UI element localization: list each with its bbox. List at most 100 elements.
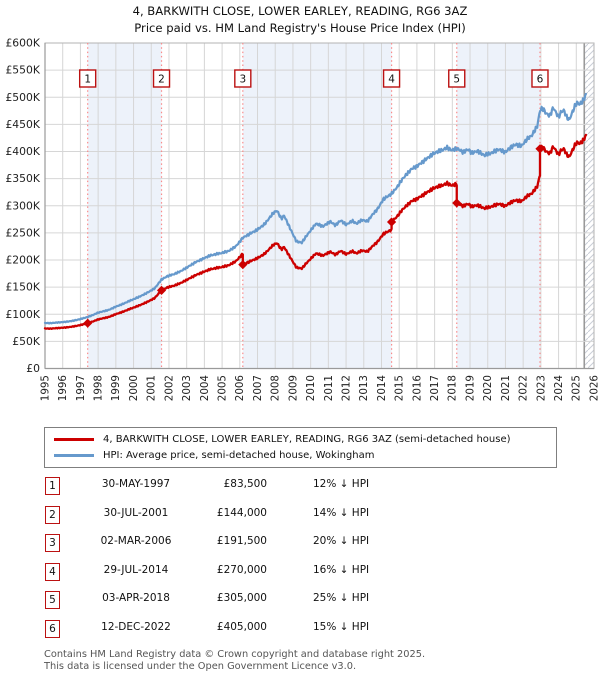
- x-axis-tick-label: 2024: [553, 375, 565, 401]
- y-axis-tick-label: £350K: [5, 172, 40, 185]
- x-axis-tick-label: 2006: [234, 375, 246, 401]
- sale-number-box-label: 1: [84, 74, 91, 86]
- x-axis-tick-label: 2009: [287, 375, 299, 401]
- legend-item-price-paid: 4, BARKWITH CLOSE, LOWER EARLEY, READING…: [54, 434, 547, 445]
- sales-table: 1 30-MAY-1997 £83,500 12% ↓ HPI 2 30-JUL…: [45, 477, 565, 649]
- x-axis-tick-label: 2004: [199, 375, 211, 401]
- sale-price: £270,000: [216, 563, 267, 576]
- sale-marker-4: [386, 217, 397, 227]
- table-row: 2 30-JUL-2001 £144,000 14% ↓ HPI: [45, 505, 565, 526]
- x-axis-tick-label: 2002: [163, 375, 175, 401]
- sale-hpi-diff: 14% ↓ HPI: [313, 506, 370, 519]
- hpi-line-swatch: [54, 453, 94, 457]
- sale-number-badge: 2: [45, 505, 60, 524]
- sale-date: 30-MAY-1997: [101, 478, 171, 490]
- y-axis-tick-label: £50K: [12, 335, 41, 348]
- x-axis-tick-label: 2020: [482, 375, 494, 401]
- x-axis-tick-label: 2026: [588, 375, 600, 401]
- x-axis-tick-label: 2013: [358, 375, 370, 401]
- x-axis-tick-label: 2016: [411, 375, 423, 401]
- x-axis-tick-label: 2001: [146, 375, 158, 401]
- sale-number-box-label: 6: [537, 74, 544, 86]
- y-axis-tick-label: £500K: [5, 91, 40, 104]
- sale-number-box: [152, 69, 171, 88]
- sale-marker-5: [452, 198, 462, 208]
- price-history-chart: £0 £50K £100K £150K £200K £250K £300K £350K £400…: [5, 38, 600, 401]
- sale-number-box: [382, 69, 401, 88]
- footer-line2: This data is licensed under the Open Gov…: [44, 660, 357, 672]
- table-row: 4 29-JUL-2014 £270,000 16% ↓ HPI: [45, 562, 565, 583]
- sale-number-box: [531, 69, 549, 88]
- sale-hpi-diff: 25% ↓ HPI: [313, 592, 370, 605]
- sale-number-badge: 1: [45, 477, 60, 495]
- x-axis-tick-label: 2023: [535, 375, 547, 401]
- y-axis-tick-label: £600K: [5, 38, 40, 50]
- x-axis-tick-label: 2022: [518, 375, 530, 401]
- table-row: 6 12-DEC-2022 £405,000 15% ↓ HPI: [45, 620, 565, 640]
- sale-hpi-diff: 16% ↓ HPI: [313, 563, 370, 576]
- y-axis-tick-label: £400K: [5, 145, 40, 158]
- x-axis-tick-label: 1995: [39, 375, 51, 401]
- y-axis-tick-label: £300K: [5, 199, 40, 212]
- sale-number-box-label: 3: [239, 74, 246, 86]
- sale-hpi-diff: 15% ↓ HPI: [313, 621, 370, 633]
- table-row: 1 30-MAY-1997 £83,500 12% ↓ HPI: [45, 477, 565, 497]
- x-axis-tick-label: 2018: [447, 375, 459, 401]
- chart-subtitle: Price paid vs. HM Land Registry's House …: [134, 21, 466, 35]
- table-row: 5 03-APR-2018 £305,000 25% ↓ HPI: [45, 591, 565, 611]
- x-axis-tick-label: 1998: [93, 375, 105, 401]
- x-axis-tick-label: 2003: [181, 375, 193, 401]
- legend-hpi-label: HPI: Average price, semi-detached house,…: [103, 449, 375, 461]
- table-row: 3 02-MAR-2006 £191,500 20% ↓ HPI: [45, 534, 565, 554]
- hpi-line: [43, 92, 587, 325]
- sale-marker-6: [535, 144, 545, 154]
- x-axis-tick-label: 2015: [394, 375, 406, 401]
- sale-number-box: [78, 69, 97, 88]
- footer-line1: Contains HM Land Registry data © Crown c…: [44, 649, 426, 660]
- y-axis-tick-label: £150K: [5, 281, 40, 294]
- sale-number-box: [448, 69, 466, 88]
- sale-marker-1: [83, 318, 93, 328]
- chart-title: 4, BARKWITH CLOSE, LOWER EARLEY, READING…: [132, 4, 468, 18]
- sale-number-badge: 6: [45, 620, 60, 638]
- x-axis-tick-label: 2010: [305, 375, 317, 401]
- y-axis-tick-label: £550K: [5, 64, 40, 77]
- chart-legend: 4, BARKWITH CLOSE, LOWER EARLEY, READING…: [44, 427, 557, 468]
- sale-date: 02-MAR-2006: [100, 535, 172, 548]
- x-axis-tick-label: 2012: [340, 375, 352, 401]
- y-axis-tick-label: £200K: [5, 254, 40, 267]
- legend-item-hpi: HPI: Average price, semi-detached house,…: [54, 450, 547, 461]
- x-axis-tick-label: 2011: [323, 375, 335, 401]
- sale-marker-2: [156, 285, 167, 295]
- sale-number-box: [234, 69, 252, 88]
- x-axis-tick-label: 2005: [216, 375, 228, 401]
- x-axis-tick-label: 2025: [571, 375, 583, 401]
- sale-price: £144,000: [216, 506, 267, 519]
- x-axis-tick-label: 2000: [128, 375, 140, 401]
- sale-price: £405,000: [216, 621, 267, 633]
- y-axis-tick-label: £100K: [5, 308, 40, 321]
- sale-date: 03-APR-2018: [102, 592, 170, 605]
- y-axis-tick-label: £250K: [5, 226, 40, 239]
- sale-number-badge: 3: [45, 534, 60, 553]
- y-axis-tick-label: £0: [26, 362, 40, 375]
- sale-number-badge: 4: [45, 562, 60, 581]
- x-axis-tick-label: 2007: [252, 375, 264, 401]
- sale-date: 30-JUL-2001: [103, 506, 169, 519]
- x-axis-tick-label: 1999: [110, 375, 122, 401]
- sale-price: £305,000: [216, 592, 267, 605]
- x-axis-tick-label: 2017: [429, 375, 441, 401]
- price-paid-line-swatch: [54, 438, 94, 442]
- sale-number-box-label: 2: [158, 74, 165, 86]
- x-axis-tick-label: 2021: [500, 375, 512, 401]
- price-paid-line: [43, 133, 588, 331]
- sale-number-badge: 5: [45, 591, 60, 610]
- x-axis-tick-label: 1996: [57, 375, 69, 401]
- sale-price: £83,500: [223, 478, 267, 490]
- legend-price-paid-label: 4, BARKWITH CLOSE, LOWER EARLEY, READING…: [103, 434, 511, 446]
- sale-number-box-label: 5: [453, 74, 460, 86]
- x-axis-tick-label: 1997: [75, 375, 87, 401]
- x-axis-tick-label: 2019: [464, 375, 476, 401]
- sale-hpi-diff: 12% ↓ HPI: [313, 478, 370, 490]
- x-axis-tick-label: 2008: [270, 375, 282, 401]
